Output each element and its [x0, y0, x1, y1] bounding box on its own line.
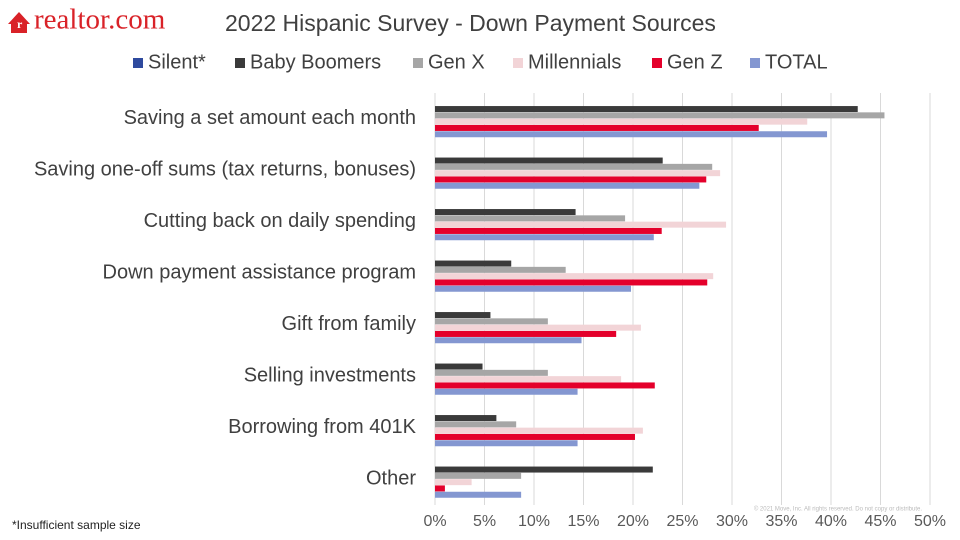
legend-swatch [235, 58, 245, 68]
legend-label: Baby Boomers [250, 51, 381, 73]
logo: r realtor.com [8, 4, 166, 36]
bar [435, 337, 582, 344]
bar [435, 440, 578, 447]
bar [435, 421, 517, 428]
bar [435, 106, 858, 113]
bar [435, 234, 654, 241]
bar [435, 472, 522, 479]
x-tick-label: 10% [518, 513, 550, 530]
bar [435, 227, 662, 234]
bar [435, 273, 714, 280]
legend-label: Gen X [428, 51, 485, 73]
bar [435, 176, 707, 183]
bar [435, 382, 655, 389]
x-tick-label: 40% [815, 513, 847, 530]
bar [435, 118, 808, 125]
x-tick-label: 15% [567, 513, 599, 530]
y-tick-label: Other [366, 468, 416, 490]
logo-text: realtor.com [34, 4, 166, 36]
legend-label: Silent* [148, 51, 206, 73]
bar [435, 215, 626, 222]
logo-r: r [17, 17, 23, 31]
logo-icon [8, 12, 30, 33]
x-tick-label: 20% [617, 513, 649, 530]
y-tick-label: Down payment assistance program [103, 262, 416, 284]
bar [435, 157, 663, 164]
copyright: © 2021 Move, Inc. All rights reserved. D… [754, 506, 923, 513]
chart-title: 2022 Hispanic Survey - Down Payment Sour… [225, 10, 716, 36]
footnote: *Insufficient sample size [12, 518, 141, 532]
bar [435, 485, 445, 492]
bar [435, 369, 548, 376]
bar [435, 466, 653, 473]
bar [435, 376, 622, 383]
y-tick-label: Cutting back on daily spending [144, 210, 416, 232]
bar [435, 312, 491, 319]
legend-label: Gen Z [667, 51, 723, 73]
legend-swatch [513, 58, 523, 68]
bar [435, 433, 635, 440]
y-tick-label: Selling investments [244, 365, 416, 387]
bar [435, 363, 483, 370]
bar [435, 260, 512, 267]
legend-label: TOTAL [765, 51, 828, 73]
bar [435, 285, 632, 292]
bar [435, 427, 643, 434]
bar [435, 163, 713, 170]
x-tick-label: 35% [765, 513, 797, 530]
bar [435, 330, 617, 337]
bar [435, 279, 708, 286]
legend-label: Millennials [528, 51, 621, 73]
legend-swatch [652, 58, 662, 68]
x-tick-label: 5% [473, 513, 496, 530]
y-tick-label: Gift from family [282, 313, 416, 335]
bar [435, 124, 759, 131]
x-tick-label: 45% [864, 513, 896, 530]
bar [435, 415, 497, 422]
bar [435, 182, 700, 189]
y-tick-label: Saving one-off sums (tax returns, bonuse… [34, 159, 416, 181]
x-tick-label: 50% [914, 513, 946, 530]
bar [435, 266, 566, 273]
legend-swatch [413, 58, 423, 68]
x-tick-label: 30% [716, 513, 748, 530]
bar [435, 112, 885, 119]
y-tick-label: Saving a set amount each month [124, 107, 416, 129]
legend-swatch [133, 58, 143, 68]
x-tick-label: 0% [423, 513, 446, 530]
bar [435, 209, 576, 216]
bar [435, 388, 578, 395]
bar [435, 324, 641, 331]
bar [435, 131, 828, 138]
bar [435, 221, 727, 228]
y-tick-label: Borrowing from 401K [228, 416, 417, 438]
bar [435, 318, 548, 325]
bar [435, 170, 721, 177]
legend-swatch [750, 58, 760, 68]
x-tick-label: 25% [666, 513, 698, 530]
bar [435, 479, 472, 486]
bar [435, 491, 522, 498]
